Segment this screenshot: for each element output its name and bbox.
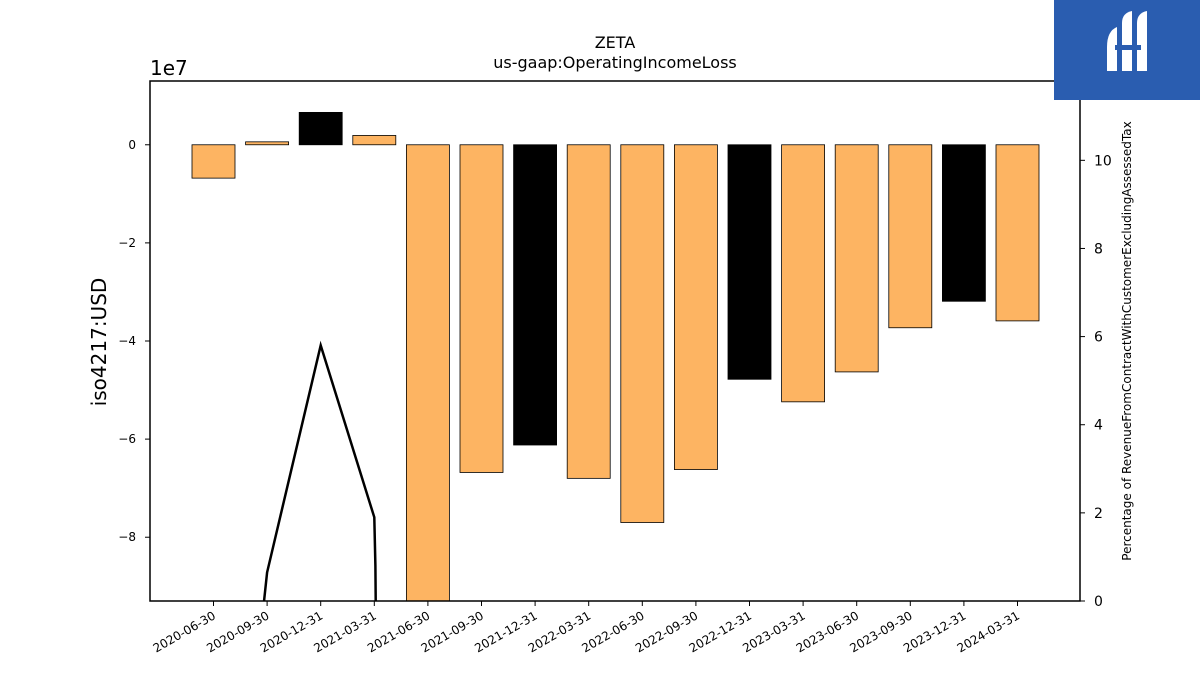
y2-axis-label: Percentage of RevenueFromContractWithCus…: [1120, 121, 1134, 560]
bar: [674, 144, 718, 470]
y2-tick-label: 6: [1094, 330, 1103, 346]
bar: [352, 135, 397, 146]
bar: [459, 144, 504, 473]
y-offset-label: 1e7: [150, 56, 188, 80]
brand-logo-text: MIDGARD FINANCE: [6, 69, 140, 83]
bar: [245, 141, 290, 146]
bar: [566, 144, 611, 479]
y-axis-label: iso4217:USD: [87, 278, 111, 407]
bar: [513, 144, 557, 446]
y-tick-label: 0: [128, 138, 136, 152]
y-tick-label: −4: [118, 334, 136, 348]
bar: [834, 144, 879, 373]
brand-logo-icon: [1107, 11, 1147, 71]
y2-tick-label: 4: [1094, 418, 1103, 434]
bar: [620, 144, 665, 523]
y-tick-label: −6: [118, 432, 136, 446]
bar: [888, 144, 933, 329]
y-tick-label: −8: [118, 530, 136, 544]
y2-tick-label: 8: [1094, 241, 1103, 257]
y-tick-label: −2: [118, 236, 136, 250]
y2-tick-label: 10: [1094, 153, 1112, 169]
chart-subtitle: us-gaap:OperatingIncomeLoss: [493, 53, 737, 72]
percentage-line: [262, 340, 377, 601]
chart-title: ZETA: [595, 33, 636, 52]
line-group: [262, 340, 377, 601]
bar: [995, 144, 1040, 322]
y2-tick-label: 2: [1094, 506, 1103, 522]
bar: [298, 111, 343, 146]
y2-tick-label: 0: [1094, 594, 1103, 610]
bar: [942, 144, 986, 302]
bar: [781, 144, 825, 403]
bars-group: [191, 111, 1040, 602]
bar: [405, 144, 450, 602]
bar: [191, 144, 236, 179]
plot-frame: [149, 80, 1081, 602]
bar: [727, 144, 772, 380]
